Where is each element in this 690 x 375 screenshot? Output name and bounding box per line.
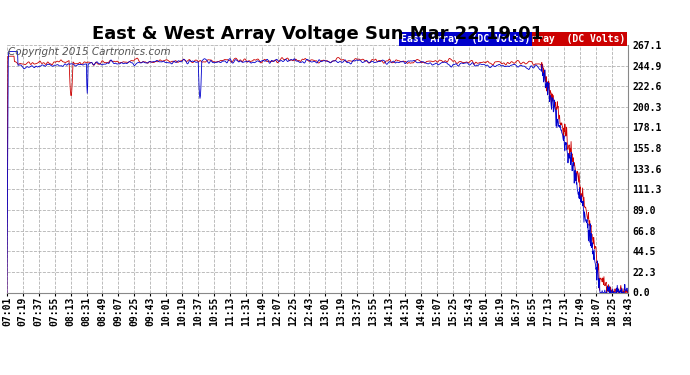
Text: West Array  (DC Volts): West Array (DC Volts) [495, 34, 625, 44]
Title: East & West Array Voltage Sun Mar 22 19:01: East & West Array Voltage Sun Mar 22 19:… [92, 26, 543, 44]
Text: Copyright 2015 Cartronics.com: Copyright 2015 Cartronics.com [8, 48, 170, 57]
Text: East Array  (DC Volts): East Array (DC Volts) [401, 34, 531, 44]
